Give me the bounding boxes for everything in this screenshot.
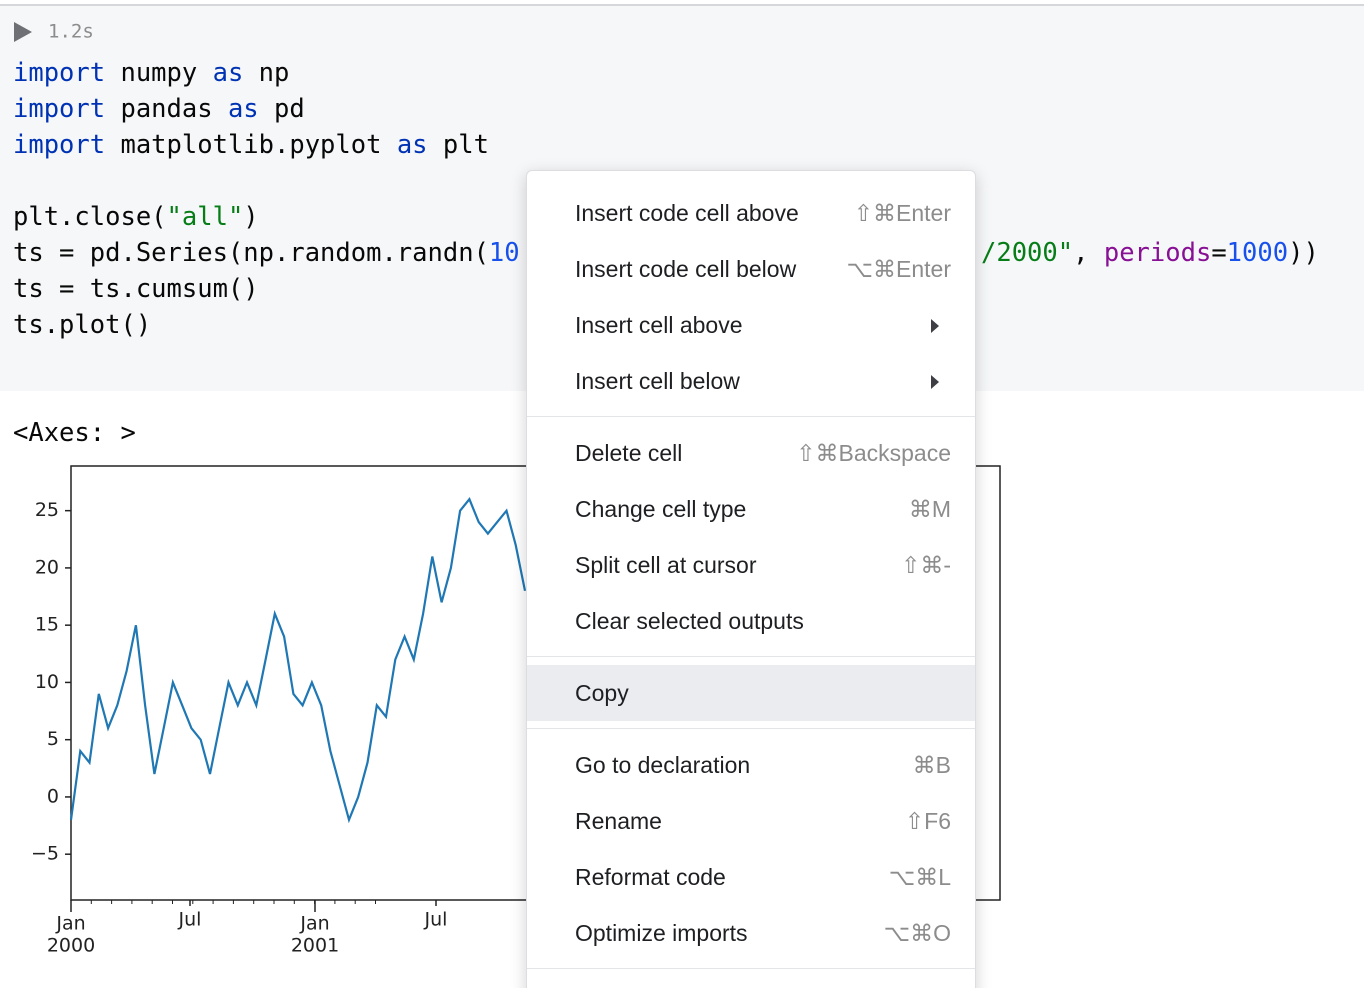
menu-separator [527, 968, 975, 969]
menu-item[interactable]: Copy [527, 665, 975, 721]
code-token: ts = pd.Series(np.random.randn( [13, 238, 489, 268]
code-line: plt.close("all") [13, 202, 259, 232]
x-tick-label: Jan [299, 913, 329, 935]
code-line: ts.plot() [13, 310, 151, 340]
submenu-arrow [931, 375, 939, 389]
code-token: ts = ts.cumsum() [13, 274, 259, 304]
code-token: 10 [489, 238, 520, 268]
menu-item[interactable]: Insert code cell above ⇧⌘Enter [527, 185, 975, 241]
code-token: as [228, 94, 259, 124]
menu-item[interactable]: Go to declaration ⌘B [527, 737, 975, 793]
code-token: np [243, 58, 289, 88]
code-token: pd [259, 94, 305, 124]
code-token: , [1073, 238, 1104, 268]
code-token: ) [243, 202, 258, 232]
code-token: numpy [105, 58, 212, 88]
y-tick-label: 10 [35, 671, 59, 693]
menu-shortcut: ⌥⌘Enter [846, 256, 951, 282]
code-token: matplotlib.pyplot [105, 130, 397, 160]
menu-shortcut: ⌥⌘L [888, 864, 951, 890]
y-tick-label: 5 [47, 728, 59, 750]
y-tick-label: 25 [35, 499, 59, 521]
code-token: as [397, 130, 428, 160]
menu-item[interactable]: Reformat code ⌥⌘L [527, 849, 975, 905]
code-token: as [213, 58, 244, 88]
menu-item-label: Change cell type [575, 496, 747, 522]
x-tick-label: Jan [55, 913, 85, 935]
submenu-arrow [931, 319, 939, 333]
x-tick-label: 2001 [291, 935, 339, 957]
code-line: import pandas as pd [13, 94, 305, 124]
menu-shortcut: ⇧⌘Backspace [796, 440, 951, 466]
menu-item-label: Go to declaration [575, 752, 751, 778]
menu-shortcut: ⌘B [912, 752, 951, 778]
menu-shortcut: ⌘M [908, 496, 951, 522]
y-tick-label: 0 [47, 785, 59, 807]
code-line: import numpy as np [13, 58, 289, 88]
code-line: /2000", periods=1000)) [981, 238, 1319, 268]
menu-item-label: Copy [575, 680, 629, 706]
code-token: import [13, 94, 105, 124]
y-tick-label: 20 [35, 556, 59, 578]
menu-separator [527, 656, 975, 657]
run-icon[interactable] [14, 22, 32, 42]
code-line: import matplotlib.pyplot as plt [13, 130, 489, 160]
menu-shortcut: ⇧⌘Enter [853, 200, 951, 226]
code-token: "all" [167, 202, 244, 232]
x-tick-label: Jul [424, 909, 448, 931]
menu-item[interactable]: Rename ⇧F6 [527, 793, 975, 849]
menu-item-label: Split cell at cursor [575, 552, 757, 578]
code-token: pandas [105, 94, 228, 124]
menu-item-label: Rename [575, 808, 662, 834]
menu-shortcut: ⌥⌘O [883, 920, 951, 946]
menu-item-label: Insert cell above [575, 312, 743, 338]
code-token: plt [428, 130, 489, 160]
menu-item[interactable]: Clear selected outputs [527, 593, 975, 649]
y-tick-label: 15 [35, 614, 59, 636]
menu-item[interactable]: Delete cell ⇧⌘Backspace [527, 425, 975, 481]
run-time: 1.2s [48, 21, 94, 43]
menu-item-label: Reformat code [575, 864, 726, 890]
menu-item[interactable]: Insert code cell below ⌥⌘Enter [527, 241, 975, 297]
code-line: ts = ts.cumsum() [13, 274, 259, 304]
code-token: )) [1288, 238, 1319, 268]
code-token: import [13, 130, 105, 160]
code-token: /2000" [981, 238, 1073, 268]
code-token: import [13, 58, 105, 88]
x-tick-label: 2000 [47, 935, 95, 957]
menu-shortcut: ⇧⌘- [901, 552, 951, 578]
menu-item-label: Insert code cell above [575, 200, 799, 226]
code-token: ts.plot() [13, 310, 151, 340]
code-token: = [1211, 238, 1226, 268]
y-tick-label: −5 [31, 843, 59, 865]
menu-separator [527, 728, 975, 729]
menu-item[interactable]: Insert cell below [527, 353, 975, 409]
menu-separator [527, 416, 975, 417]
menu-item-label: Clear selected outputs [575, 608, 804, 634]
code-token: 1000 [1227, 238, 1288, 268]
code-token: periods [1104, 238, 1211, 268]
output-repr: <Axes: > [13, 418, 136, 448]
menu-item-label: Delete cell [575, 440, 683, 466]
context-menu: Insert code cell above ⇧⌘Enter Insert code… [526, 170, 976, 988]
menu-item-label: Insert cell below [575, 368, 740, 394]
menu-item[interactable]: Split cell at cursor ⇧⌘- [527, 537, 975, 593]
code-line: ts = pd.Series(np.random.randn(10 [13, 238, 520, 268]
x-tick-label: Jul [178, 909, 202, 931]
top-bar [0, 0, 1364, 5]
menu-item-label: Insert code cell below [575, 256, 797, 282]
menu-item[interactable]: Optimize imports ⌥⌘O [527, 905, 975, 961]
menu-item-label: Optimize imports [575, 920, 748, 946]
code-token: plt.close( [13, 202, 167, 232]
plot-line [69, 497, 527, 824]
menu-item[interactable]: Change cell type ⌘M [527, 481, 975, 537]
menu-item[interactable]: Insert cell above [527, 297, 975, 353]
menu-shortcut: ⇧F6 [904, 808, 951, 834]
